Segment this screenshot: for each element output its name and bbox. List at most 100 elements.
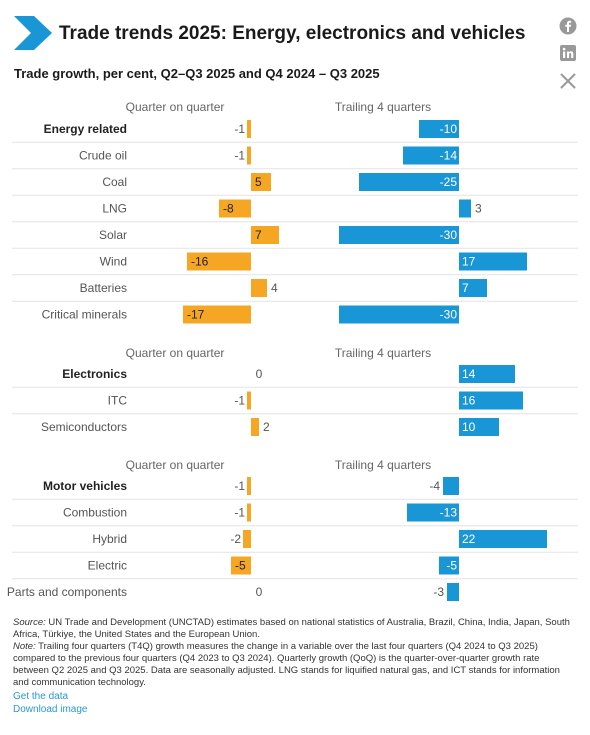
qoq-bar	[251, 173, 271, 191]
linkedin-icon[interactable]	[558, 43, 578, 63]
qoq-value-label: -2	[230, 532, 241, 546]
qoq-value-label: -1	[234, 394, 245, 408]
t4q-value-label: -30	[440, 308, 458, 322]
t4q-value-label: 16	[462, 394, 476, 408]
t4q-bar	[339, 226, 459, 244]
qoq-bar	[247, 503, 251, 522]
row-label: Semiconductors	[41, 420, 127, 434]
qoq-value-label: -5	[235, 559, 246, 573]
t4q-bar	[419, 120, 459, 138]
method-note: Note: Trailing four quarters (T4Q) growt…	[13, 641, 573, 689]
row-label: Energy related	[44, 122, 127, 136]
t4q-value-label: -5	[446, 559, 457, 573]
qoq-bar	[247, 120, 251, 138]
qoq-value-label: 0	[256, 585, 263, 599]
trade-growth-chart: Quarter on quarter Trailing 4 quarters Ene…	[7, 100, 578, 601]
row-label: Parts and components	[7, 585, 127, 599]
qoq-bar	[187, 252, 251, 271]
row-label: Wind	[100, 255, 127, 269]
row-label: Combustion	[63, 506, 127, 520]
qoq-bar	[247, 391, 251, 410]
chart-footer: Source: UN Trade and Development (UNCTAD…	[13, 617, 573, 716]
t4q-column-header: Trailing 4 quarters	[335, 458, 431, 472]
row-label: Solar	[99, 228, 127, 242]
row-label: Crude oil	[79, 149, 127, 163]
t4q-bar	[459, 365, 515, 383]
t4q-bar	[443, 477, 459, 495]
t4q-bar	[403, 146, 459, 165]
qoq-bar	[247, 146, 251, 165]
qoq-value-label: -1	[234, 506, 245, 520]
unctad-chevron-logo	[14, 16, 52, 50]
qoq-value-label: 4	[271, 281, 278, 295]
qoq-bar	[251, 279, 267, 297]
qoq-bar	[231, 556, 251, 575]
qoq-column-header: Quarter on quarter	[126, 100, 225, 114]
qoq-value-label: -16	[191, 255, 209, 269]
qoq-value-label: -1	[234, 149, 245, 163]
t4q-bar	[459, 252, 527, 271]
qoq-bar	[247, 477, 251, 495]
t4q-bar	[459, 530, 547, 548]
row-label: Motor vehicles	[43, 479, 127, 493]
t4q-bar	[447, 583, 459, 601]
qoq-bar	[243, 530, 251, 548]
source-label: Source:	[13, 617, 46, 628]
row-label: Batteries	[80, 281, 127, 295]
qoq-column-header: Quarter on quarter	[126, 458, 225, 472]
note-text: Trailing four quarters (T4Q) growth meas…	[13, 641, 560, 689]
facebook-icon[interactable]	[558, 16, 578, 36]
chart-title: Trade trends 2025: Energy, electronics a…	[59, 23, 526, 44]
qoq-value-label: 0	[256, 367, 263, 381]
t4q-bar	[459, 418, 499, 436]
t4q-bar	[459, 199, 471, 218]
t4q-bar	[359, 173, 459, 191]
t4q-value-label: -3	[433, 585, 444, 599]
t4q-value-label: 14	[462, 367, 476, 381]
x-icon[interactable]	[558, 71, 578, 91]
t4q-bar	[339, 305, 459, 324]
chart-header: Trade trends 2025: Energy, electronics a…	[0, 0, 590, 62]
t4q-bar	[407, 503, 459, 522]
t4q-bar	[459, 391, 523, 410]
t4q-value-label: 3	[475, 202, 482, 216]
t4q-value-label: 22	[462, 532, 476, 546]
row-label: LNG	[102, 202, 127, 216]
t4q-column-header: Trailing 4 quarters	[335, 346, 431, 360]
qoq-value-label: 5	[255, 175, 262, 189]
qoq-value-label: -17	[187, 308, 205, 322]
t4q-bar	[439, 556, 459, 575]
t4q-value-label: -30	[440, 228, 458, 242]
t4q-value-label: -4	[429, 479, 440, 493]
t4q-bar	[459, 279, 487, 297]
row-label: Electric	[88, 559, 127, 573]
note-label: Note:	[13, 641, 36, 653]
qoq-value-label: 2	[263, 420, 270, 434]
qoq-column-header: Quarter on quarter	[126, 346, 225, 360]
t4q-column-header: Trailing 4 quarters	[335, 100, 431, 114]
row-label: Critical minerals	[42, 308, 127, 322]
qoq-bar	[251, 226, 279, 244]
t4q-value-label: -13	[440, 506, 458, 520]
qoq-value-label: -1	[234, 122, 245, 136]
get-data-link[interactable]: Get the data	[13, 690, 69, 702]
t4q-value-label: -14	[440, 149, 458, 163]
qoq-bar	[183, 305, 251, 324]
source-text: UN Trade and Development (UNCTAD) estima…	[13, 617, 570, 641]
qoq-value-label: 7	[255, 228, 262, 242]
qoq-value-label: -8	[223, 202, 234, 216]
qoq-bar	[251, 418, 259, 436]
t4q-value-label: 7	[462, 281, 469, 295]
source-note: Source: UN Trade and Development (UNCTAD…	[13, 617, 573, 641]
t4q-value-label: 10	[462, 420, 476, 434]
qoq-bar	[219, 199, 251, 218]
row-label: Hybrid	[92, 532, 127, 546]
chart-subtitle: Trade growth, per cent, Q2–Q3 2025 and Q…	[14, 66, 380, 81]
t4q-value-label: 17	[462, 255, 476, 269]
t4q-value-label: -10	[440, 122, 458, 136]
t4q-value-label: -25	[440, 175, 458, 189]
download-image-link[interactable]: Download image	[13, 703, 88, 715]
qoq-value-label: -1	[234, 479, 245, 493]
row-label: ITC	[108, 394, 128, 408]
row-label: Coal	[102, 175, 127, 189]
